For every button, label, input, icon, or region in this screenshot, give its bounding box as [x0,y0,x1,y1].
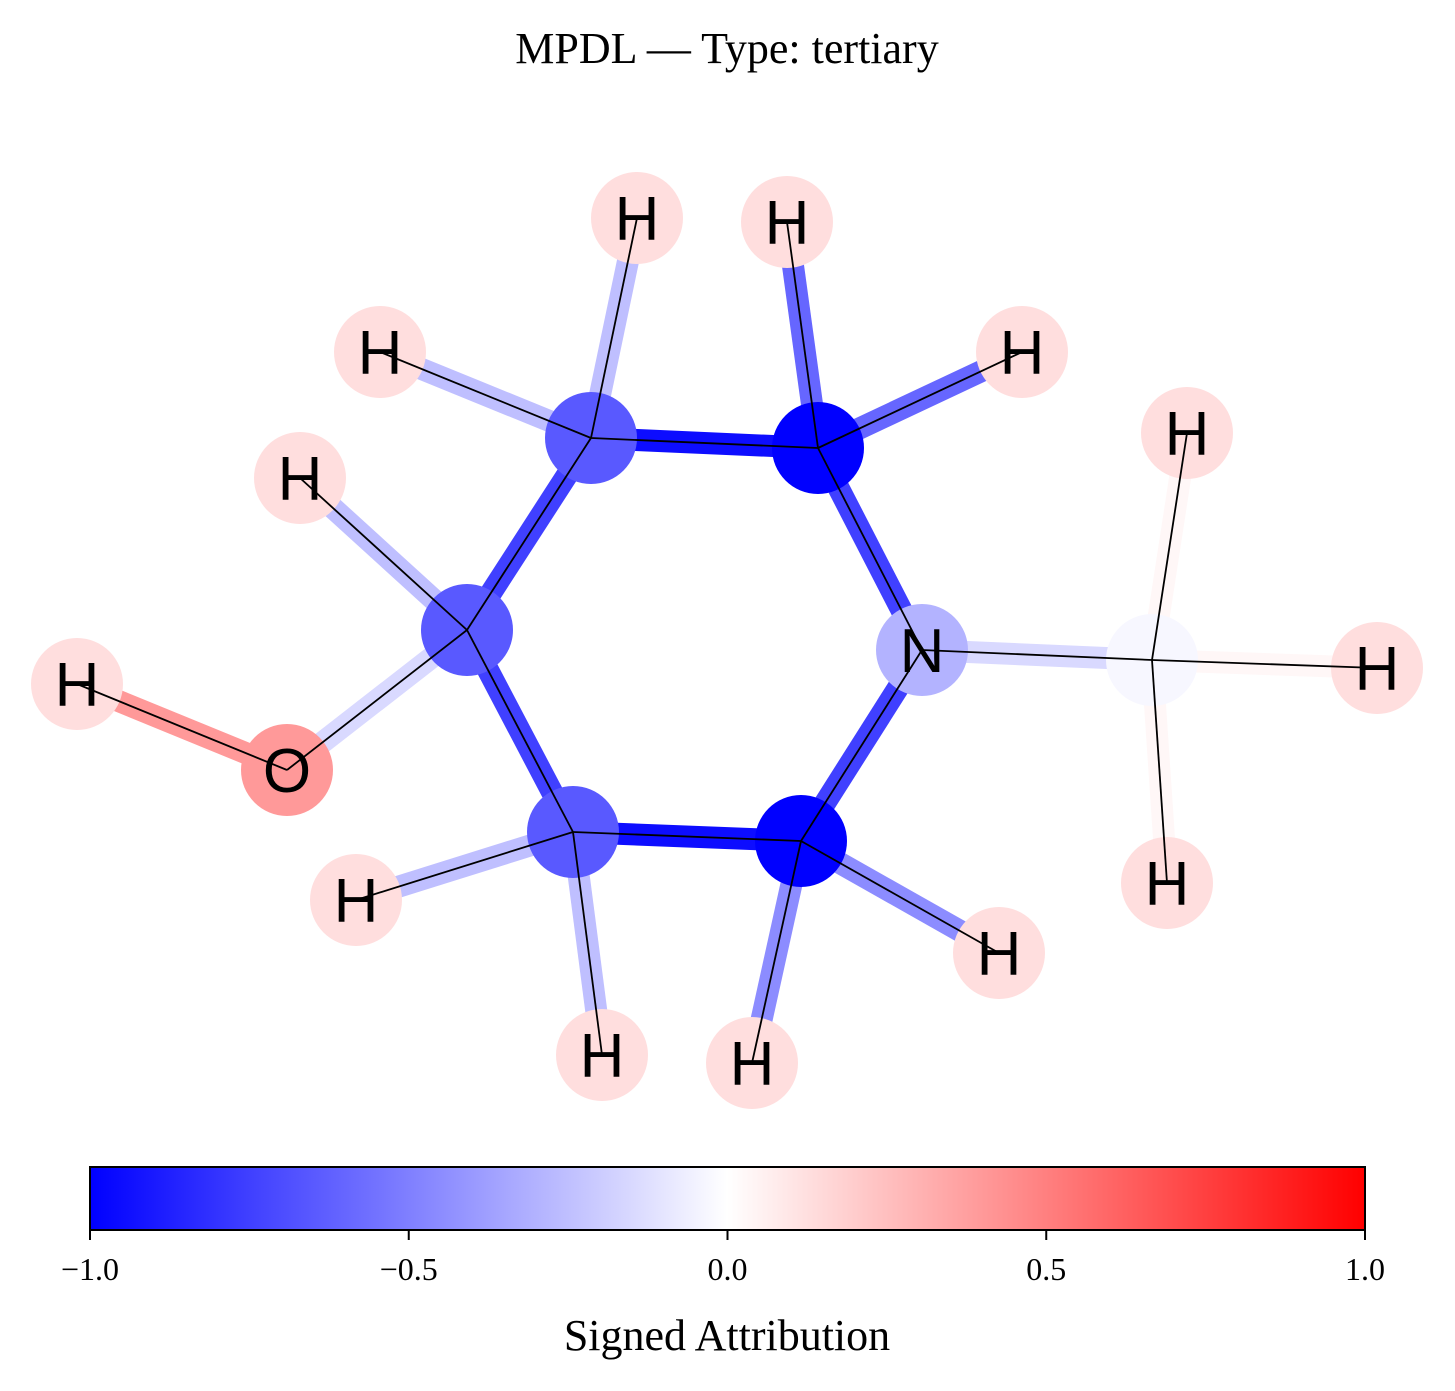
atom-label-H2: H [765,189,810,258]
colorbar-tick-label-2: 0.0 [708,1251,748,1287]
atom-label-H1: H [615,185,660,254]
atom-label-H5: H [55,651,100,720]
bond-C3-C4 [572,831,802,842]
atom-disc-layer [31,172,1423,1109]
bond-N-Cm [921,649,1153,661]
atom-label-H8: H [580,1022,625,1091]
colorbar-tick-label-4: 1.0 [1345,1251,1385,1287]
atom-label-H4: H [278,445,323,514]
bond-C3-H9 [800,840,1000,954]
bond-Cm-H13 [1151,659,1168,884]
bond-C2-H2 [786,221,819,449]
colorbar-tick-label-3: 0.5 [1026,1251,1066,1287]
atom-label-H6: H [1000,319,1045,388]
bond-C1-C2 [590,437,819,449]
bond-C1-H3 [379,351,592,439]
bond-line-layer [76,217,1378,1064]
bond-C1-H1 [590,217,638,439]
atom-label-O: O [263,737,311,806]
atom-label-H7: H [334,867,379,936]
atom-label-H3: H [358,319,403,388]
atom-label-H10: H [730,1030,775,1099]
atom-label-H13: H [1145,850,1190,919]
bond-C5-C1 [466,437,592,631]
colorbar-tick-label-0: −1.0 [61,1251,119,1287]
bond-C3-H10 [751,840,802,1064]
bond-C4-C5 [466,629,574,833]
bond-C2-H6 [817,351,1023,449]
bond-O-H5 [76,683,288,771]
figure-title: MPDL — Type: tertiary [515,24,938,73]
atom-label-H9: H [977,920,1022,989]
bond-Cm-H11 [1151,432,1188,661]
bond-C5-H4 [299,477,468,631]
bond-C4-H7 [355,831,574,901]
atom-label-N: N [900,617,945,686]
bond-N-C3 [800,649,923,842]
colorbar-gradient [89,1166,1366,1231]
colorbar-label: Signed Attribution [564,1311,890,1360]
bond-Cm-H12 [1151,659,1378,669]
bond-C2-N [817,447,923,651]
atom-label-H11: H [1165,400,1210,469]
bond-C5-O [286,629,468,771]
atom-label-H12: H [1355,635,1400,704]
colorbar-ticks: −1.0 −0.5 0.0 0.5 1.0 [61,1230,1385,1287]
bond-C4-H8 [572,831,603,1056]
colorbar-tick-label-1: −0.5 [380,1251,438,1287]
colorbar: −1.0 −0.5 0.0 0.5 1.0 Signed Attribution [61,1166,1385,1360]
